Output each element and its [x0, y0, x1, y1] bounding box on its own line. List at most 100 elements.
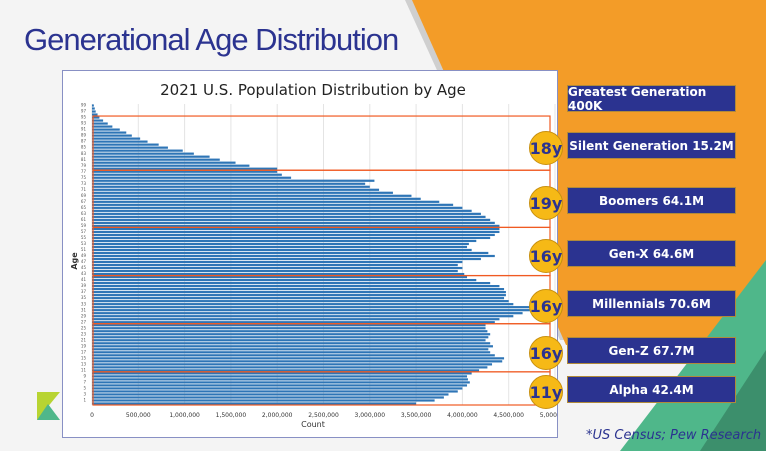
bar-age-86	[92, 143, 159, 146]
bar-age-44	[92, 269, 458, 273]
bar-age-29	[92, 315, 514, 318]
bar-age-41	[92, 278, 477, 282]
bar-age-49	[92, 254, 495, 258]
generation-label: Alpha 42.4M	[567, 376, 736, 403]
generation-label: Gen-Z 67.7M	[567, 337, 736, 364]
bar-age-80	[92, 161, 236, 164]
y-tick-label: 29	[81, 313, 87, 318]
bar-age-59	[92, 224, 500, 227]
y-tick-label: 7	[83, 380, 86, 385]
bar-age-32	[92, 306, 530, 309]
bar-age-91	[92, 128, 120, 131]
bar-age-74	[92, 179, 375, 182]
bar-age-43	[92, 272, 465, 276]
y-tick-label: 45	[81, 265, 87, 270]
bar-age-7	[92, 381, 470, 384]
bar-age-58	[92, 227, 500, 231]
bar-age-64	[92, 209, 472, 212]
bar-age-23	[92, 333, 491, 336]
bar-age-8	[92, 378, 468, 381]
bar-age-31	[92, 309, 532, 312]
bar-age-18	[92, 348, 489, 351]
bar-age-68	[92, 197, 421, 200]
bar-age-99	[92, 104, 94, 107]
bar-age-33	[92, 303, 514, 306]
bar-age-79	[92, 164, 250, 167]
bar-age-3	[92, 393, 449, 396]
bar-age-21	[92, 339, 486, 342]
y-tick-label: 57	[81, 229, 87, 234]
bar-age-67	[92, 200, 440, 203]
bar-age-70	[92, 191, 393, 194]
bar-age-19	[92, 345, 493, 348]
bar-age-16	[92, 354, 495, 357]
bar-age-1	[92, 399, 435, 402]
bar-age-60	[92, 221, 495, 224]
x-tick-label: 3,000,000	[355, 412, 386, 419]
bar-age-47	[92, 260, 463, 264]
y-tick-label: 21	[81, 337, 87, 342]
y-tick-label: 83	[81, 151, 87, 156]
y-tick-label: 53	[81, 241, 87, 246]
bar-age-0	[92, 402, 417, 405]
y-tick-label: 55	[81, 235, 87, 240]
bar-age-63	[92, 212, 481, 215]
x-tick-label: 1,000,000	[169, 412, 200, 419]
bar-age-65	[92, 206, 463, 209]
y-tick-label: 65	[81, 205, 87, 210]
bar-age-57	[92, 230, 500, 234]
span-badge: 11y	[529, 375, 563, 409]
bar-age-40	[92, 281, 491, 285]
bar-age-53	[92, 242, 469, 246]
bar-age-55	[92, 236, 491, 240]
y-tick-label: 87	[81, 139, 87, 144]
chart-title: 2021 U.S. Population Distribution by Age	[160, 81, 466, 99]
bar-age-14	[92, 360, 503, 363]
x-tick-label: 0	[90, 412, 94, 419]
y-tick-label: 93	[81, 121, 87, 126]
generation-label: Greatest Generation 400K	[567, 85, 736, 113]
bar-age-88	[92, 137, 141, 140]
y-tick-label: 39	[81, 283, 87, 288]
slide-title: Generational Age Distribution	[24, 22, 399, 57]
generation-label: Gen-X 64.6M	[567, 240, 736, 267]
span-badge: 16y	[529, 239, 563, 273]
bar-age-35	[92, 297, 505, 300]
generation-label: Millennials 70.6M	[567, 290, 736, 317]
bar-age-2	[92, 396, 444, 399]
y-tick-label: 51	[81, 247, 87, 252]
x-tick-label: 2,000,000	[262, 412, 293, 419]
y-tick-label: 9	[83, 374, 86, 379]
y-tick-label: 81	[81, 157, 87, 162]
y-tick-label: 77	[81, 169, 87, 174]
bar-age-92	[92, 125, 113, 128]
bar-age-97	[92, 110, 96, 113]
bar-age-5	[92, 387, 463, 390]
y-tick-label: 99	[81, 103, 87, 108]
bar-age-25	[92, 327, 486, 330]
bar-age-17	[92, 351, 491, 354]
y-tick-label: 95	[81, 115, 87, 120]
bar-age-50	[92, 251, 489, 255]
y-tick-label: 3	[83, 392, 86, 397]
y-tick-label: 23	[81, 331, 87, 336]
y-tick-label: 15	[81, 355, 87, 360]
y-tick-label: 97	[81, 109, 87, 114]
y-tick-label: 67	[81, 199, 87, 204]
source-note: *US Census; Pew Research	[586, 428, 762, 443]
y-tick-label: 19	[81, 343, 87, 348]
bar-age-24	[92, 330, 488, 333]
x-tick-label: 4,500,000	[493, 412, 524, 419]
y-tick-label: 49	[81, 253, 87, 258]
bar-age-56	[92, 233, 495, 237]
y-tick-label: 69	[81, 193, 87, 198]
generation-label: Silent Generation 15.2M	[567, 132, 736, 159]
y-tick-label: 43	[81, 271, 87, 276]
bar-age-36	[92, 294, 506, 297]
bar-age-52	[92, 245, 468, 249]
y-tick-label: 61	[81, 217, 87, 222]
span-badge: 16y	[529, 289, 563, 323]
bar-age-42	[92, 275, 468, 279]
span-badge: 16y	[529, 336, 563, 370]
bar-age-15	[92, 357, 505, 360]
